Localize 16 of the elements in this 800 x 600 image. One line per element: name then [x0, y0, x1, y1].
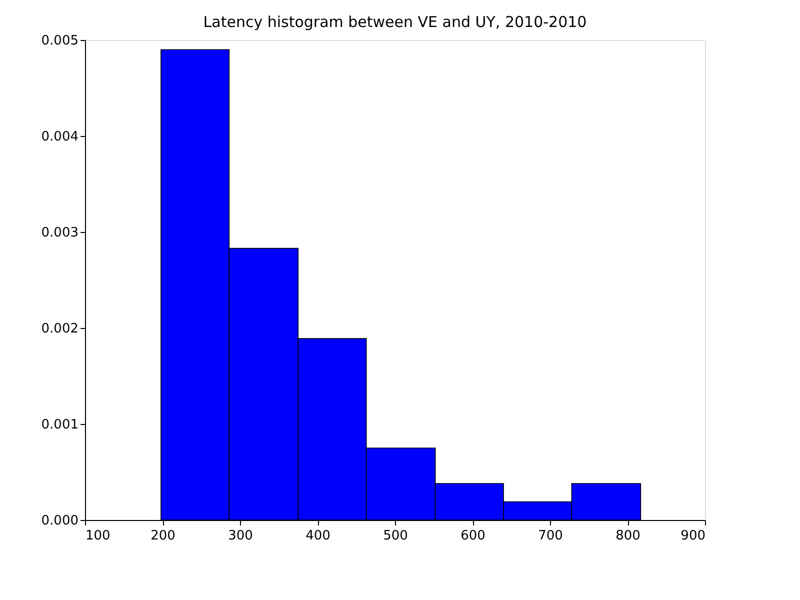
- x-tick-label: 800: [616, 528, 640, 544]
- x-tick-label: 500: [383, 528, 408, 544]
- x-tick-label: 600: [460, 528, 486, 544]
- y-tick-label: 0.002: [41, 322, 78, 336]
- x-tick-label: 700: [538, 528, 563, 544]
- chart-title: Latency histogram between VE and UY, 2010-2010: [203, 13, 587, 31]
- x-tick-label: 900: [680, 528, 706, 544]
- y-tick-label: 0.004: [41, 130, 78, 144]
- y-tick-label: 0.005: [41, 34, 78, 48]
- x-tick-label: 200: [150, 528, 176, 544]
- x-tick-label: 400: [306, 528, 330, 544]
- y-tick-label: 0.003: [41, 226, 78, 240]
- y-tick-label: 0.000: [41, 514, 78, 528]
- y-tick-label: 0.001: [41, 418, 78, 432]
- x-tick-label: 300: [228, 528, 253, 544]
- x-tick-label: 100: [86, 528, 110, 544]
